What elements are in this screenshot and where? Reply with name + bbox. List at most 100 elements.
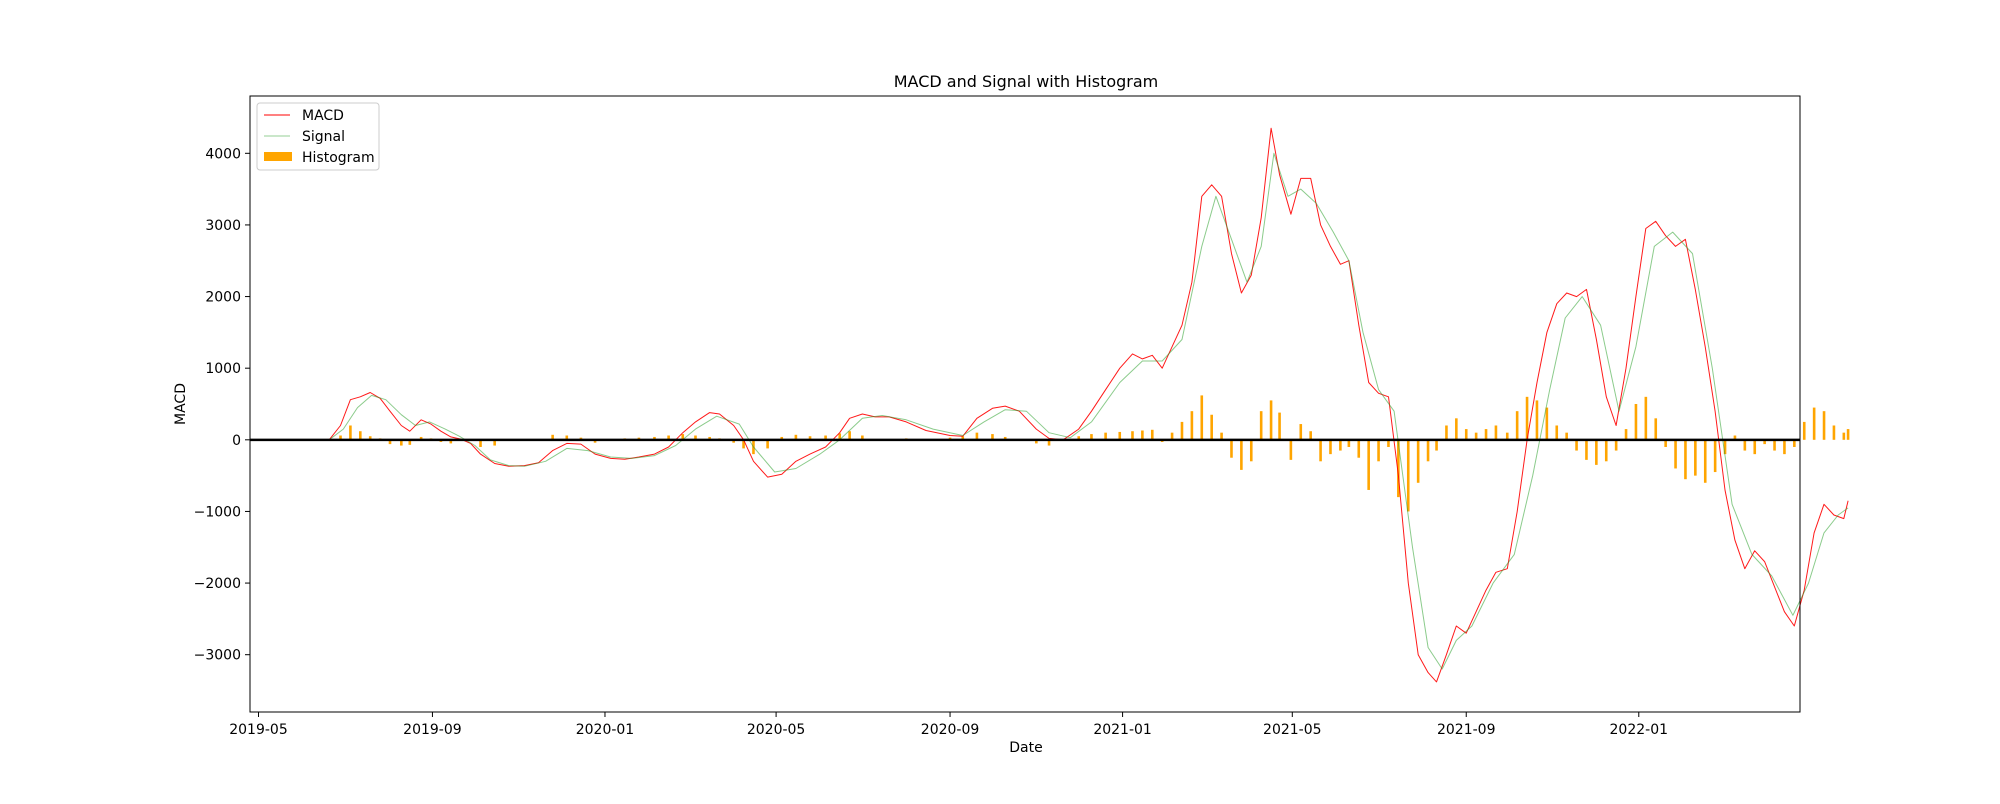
histogram-bar bbox=[1309, 431, 1312, 440]
histogram-bar bbox=[975, 432, 979, 440]
histogram-bar bbox=[1397, 439, 1400, 498]
histogram-bar bbox=[1822, 411, 1826, 440]
histogram-bar bbox=[1585, 439, 1588, 460]
signal-line bbox=[328, 152, 1849, 670]
legend-label-histogram: Histogram bbox=[302, 150, 375, 166]
macd-line bbox=[328, 127, 1849, 683]
histogram-bar bbox=[1357, 439, 1361, 458]
y-axis-label: MACD bbox=[173, 383, 189, 425]
histogram-bar bbox=[1743, 439, 1747, 451]
histogram-bar bbox=[1703, 439, 1707, 483]
histogram-bar bbox=[1565, 432, 1568, 440]
histogram-bar bbox=[1464, 429, 1468, 440]
chart-title: MACD and Signal with Histogram bbox=[894, 72, 1159, 91]
histogram-bar bbox=[991, 434, 994, 440]
x-tick-label: 2020-09 bbox=[921, 722, 980, 738]
histogram-bar bbox=[1846, 429, 1850, 440]
y-tick-label: 2000 bbox=[205, 290, 241, 306]
y-tick-label: 0 bbox=[232, 433, 241, 449]
histogram-bar bbox=[1278, 412, 1281, 440]
histogram-bar bbox=[1654, 418, 1658, 440]
histogram-bar bbox=[388, 439, 392, 445]
histogram-bar bbox=[1230, 439, 1233, 458]
histogram-bar bbox=[1047, 439, 1051, 446]
x-axis-ticks: 2019-05 2019-09 2020-01 2020-05 2020-09 2021-… bbox=[229, 712, 1668, 738]
histogram-bar bbox=[961, 436, 965, 440]
histogram-bar bbox=[1525, 396, 1529, 440]
histogram-layer bbox=[339, 395, 1850, 512]
x-tick-label: 2021-05 bbox=[1263, 722, 1322, 738]
histogram-bar bbox=[766, 439, 769, 449]
x-tick-label: 2019-09 bbox=[403, 722, 462, 738]
legend-label-macd: MACD bbox=[302, 108, 344, 124]
x-tick-label: 2021-09 bbox=[1437, 722, 1496, 738]
histogram-bar bbox=[653, 436, 656, 440]
histogram-bar bbox=[824, 435, 827, 440]
histogram-bar bbox=[1445, 425, 1448, 440]
histogram-bar bbox=[1249, 439, 1253, 462]
histogram-bar bbox=[1387, 439, 1390, 447]
histogram-bar bbox=[780, 436, 784, 440]
histogram-bar bbox=[419, 436, 423, 440]
histogram-bar bbox=[1595, 439, 1598, 465]
histogram-bar bbox=[742, 439, 745, 449]
histogram-bar bbox=[681, 434, 685, 440]
histogram-bar bbox=[861, 435, 864, 440]
histogram-bar bbox=[1435, 439, 1438, 451]
x-tick-label: 2020-05 bbox=[747, 722, 806, 738]
histogram-bar bbox=[1624, 429, 1628, 440]
histogram-bar bbox=[1694, 439, 1697, 476]
histogram-bar bbox=[1783, 439, 1786, 455]
histogram-bar bbox=[408, 439, 412, 445]
x-tick-label: 2020-01 bbox=[576, 722, 635, 738]
histogram-bar bbox=[1240, 439, 1243, 470]
histogram-bar bbox=[1505, 432, 1509, 440]
histogram-bar bbox=[1118, 431, 1122, 440]
histogram-bar bbox=[1753, 439, 1757, 455]
plot-area bbox=[250, 96, 1800, 712]
histogram-bar bbox=[1802, 421, 1806, 440]
y-tick-label: 4000 bbox=[205, 146, 241, 162]
histogram-bar bbox=[1674, 439, 1677, 469]
histogram-bar bbox=[565, 435, 569, 440]
histogram-bar bbox=[1842, 432, 1846, 440]
histogram-bar bbox=[593, 439, 597, 443]
histogram-bar bbox=[1664, 439, 1667, 447]
histogram-bar bbox=[1347, 439, 1351, 447]
histogram-bar bbox=[1575, 439, 1578, 451]
histogram-bar bbox=[1644, 396, 1648, 440]
y-tick-label: 1000 bbox=[205, 361, 241, 377]
histogram-bar bbox=[667, 435, 670, 440]
histogram-bar bbox=[493, 439, 496, 446]
x-tick-label: 2019-05 bbox=[229, 722, 288, 738]
histogram-bar bbox=[1713, 439, 1717, 473]
histogram-bar bbox=[1104, 432, 1107, 440]
legend-swatch-histogram bbox=[264, 152, 292, 161]
histogram-bar bbox=[339, 435, 342, 440]
histogram-bar bbox=[848, 431, 851, 440]
histogram-bar bbox=[368, 436, 372, 440]
histogram-bar bbox=[1535, 400, 1539, 440]
histogram-bar bbox=[1090, 434, 1093, 440]
histogram-bar bbox=[1367, 439, 1370, 490]
histogram-bar bbox=[1150, 429, 1154, 440]
histogram-bar bbox=[1545, 407, 1549, 440]
histogram-bar bbox=[708, 436, 711, 440]
histogram-bar bbox=[1406, 439, 1410, 512]
histogram-bar bbox=[794, 434, 798, 440]
legend: MACD Signal Histogram bbox=[256, 102, 380, 171]
histogram-bar bbox=[1812, 407, 1816, 440]
histogram-bar bbox=[1131, 431, 1134, 440]
histogram-bar bbox=[479, 439, 482, 447]
histogram-bar bbox=[1190, 411, 1194, 440]
y-axis-ticks: −3000 −2000 −1000 0 1000 2000 3000 4000 bbox=[194, 146, 250, 664]
histogram-bar bbox=[1077, 436, 1081, 440]
histogram-bar bbox=[838, 433, 842, 440]
plot-frame bbox=[249, 95, 1801, 713]
histogram-bar bbox=[1494, 425, 1498, 440]
histogram-bar bbox=[1733, 435, 1737, 440]
x-tick-label: 2022-01 bbox=[1610, 722, 1669, 738]
histogram-bar bbox=[1003, 436, 1007, 440]
y-tick-label: −2000 bbox=[194, 576, 241, 592]
